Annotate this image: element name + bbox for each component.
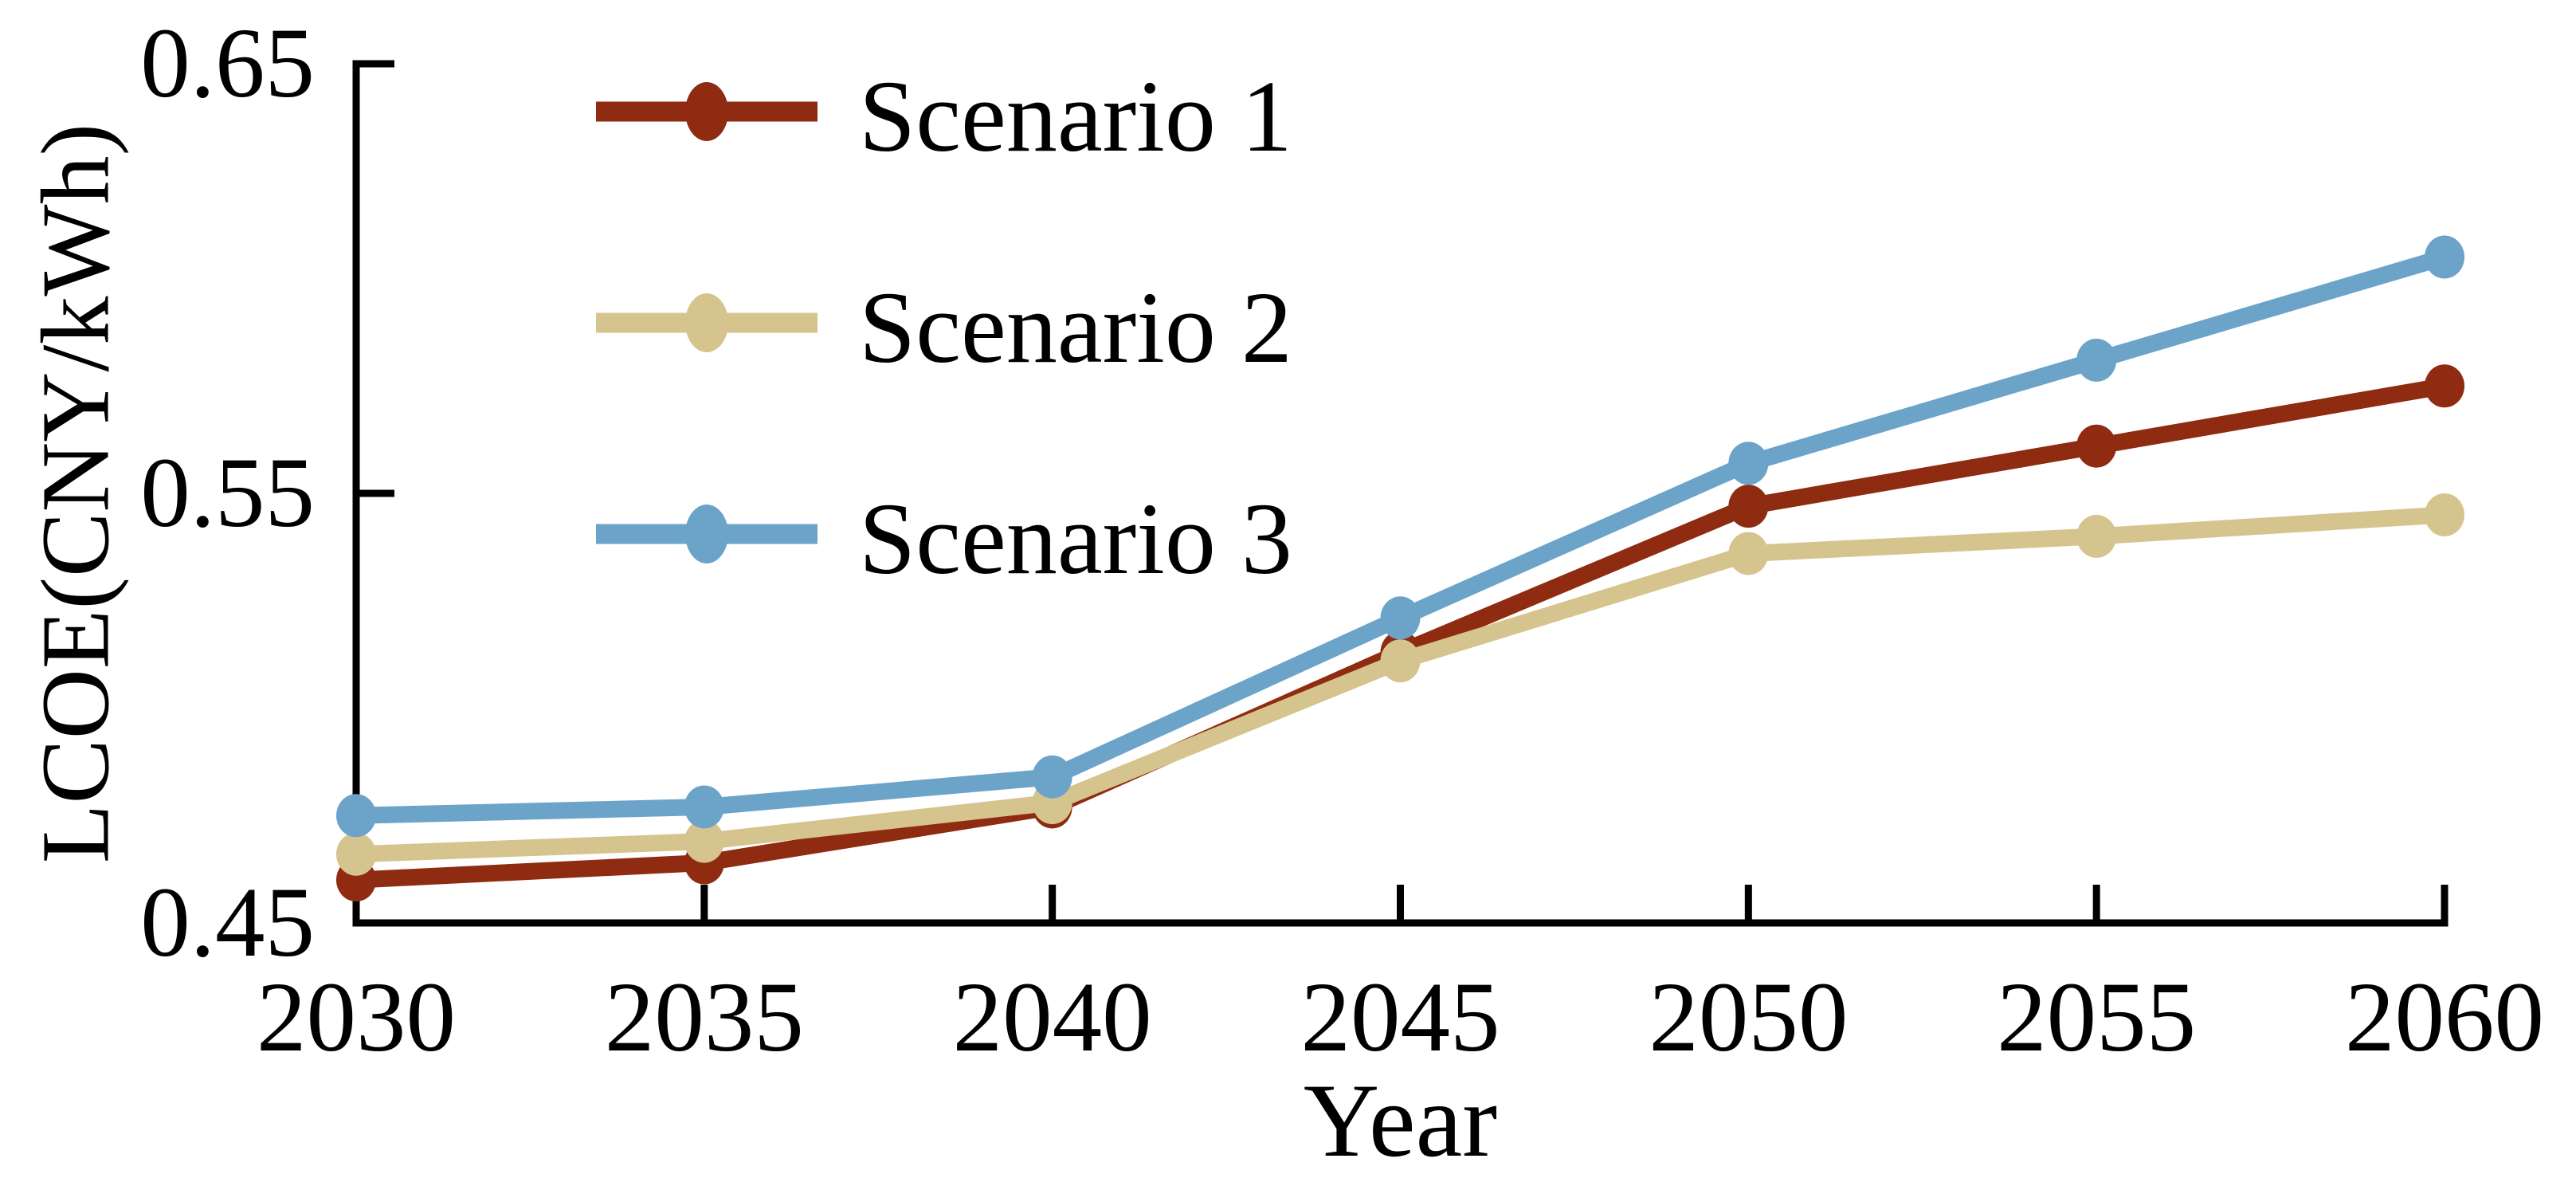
data-point xyxy=(684,785,724,829)
axes xyxy=(352,60,2449,927)
legend-item-scenario-2: Scenario 2 xyxy=(596,271,1292,384)
series-scenario-2 xyxy=(336,493,2464,876)
legend-label: Scenario 1 xyxy=(859,60,1292,173)
legend-marker xyxy=(685,505,728,563)
data-point xyxy=(2425,364,2464,408)
axis-spines xyxy=(352,60,2449,927)
data-point xyxy=(1728,442,1769,485)
x-tick-label: 2045 xyxy=(1301,963,1500,1073)
data-point xyxy=(2076,338,2117,382)
y-axis: 0.45 0.55 0.65 xyxy=(140,9,394,978)
data-point xyxy=(2425,235,2464,279)
legend-label: Scenario 2 xyxy=(859,271,1292,384)
x-axis-title: Year xyxy=(1304,1062,1497,1178)
y-tick-label: 0.45 xyxy=(140,868,315,978)
legend-marker xyxy=(685,293,728,352)
x-tick-label: 2040 xyxy=(953,963,1152,1073)
data-point xyxy=(2425,493,2464,536)
series-scenario-3 xyxy=(336,235,2464,838)
data-point xyxy=(1380,639,1421,683)
data-point xyxy=(1380,596,1421,640)
y-tick-label: 0.65 xyxy=(140,9,315,119)
data-point xyxy=(684,819,724,863)
data-point xyxy=(336,794,376,838)
data-point xyxy=(2076,514,2117,558)
data-point xyxy=(336,832,376,876)
data-point xyxy=(1728,532,1769,575)
legend-marker xyxy=(685,82,728,141)
x-axis: 2030 2035 2040 2045 2050 2055 2060 xyxy=(257,885,2544,1073)
x-tick-label: 2050 xyxy=(1649,963,1848,1073)
legend-item-scenario-1: Scenario 1 xyxy=(596,60,1292,173)
legend: Scenario 1 Scenario 2 Scenario 3 xyxy=(596,60,1292,595)
x-tick-label: 2060 xyxy=(2345,963,2544,1073)
x-tick-label: 2035 xyxy=(605,963,804,1073)
data-point xyxy=(1032,755,1072,799)
x-tick-label: 2030 xyxy=(257,963,456,1073)
data-point xyxy=(1728,485,1769,528)
legend-label: Scenario 3 xyxy=(859,482,1292,595)
x-tick-label: 2055 xyxy=(1997,963,2196,1073)
y-tick-label: 0.55 xyxy=(140,438,315,548)
data-point xyxy=(2076,424,2117,468)
legend-item-scenario-3: Scenario 3 xyxy=(596,482,1292,595)
y-axis-title: LCOE(CNY/kWh) xyxy=(22,124,130,863)
